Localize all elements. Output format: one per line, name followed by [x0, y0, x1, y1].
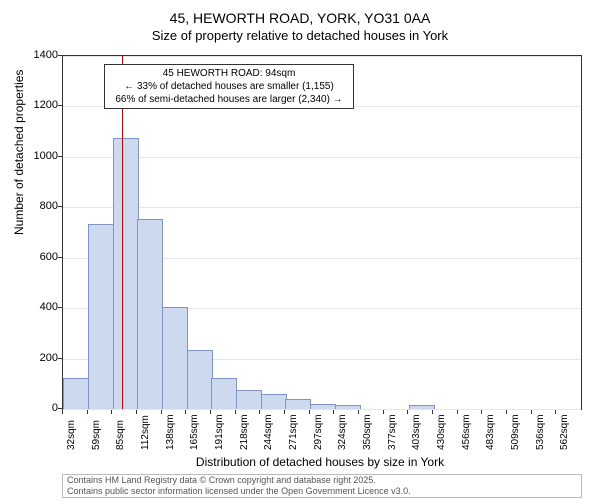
- x-tick-mark: [333, 410, 334, 414]
- chart-subtitle: Size of property relative to detached ho…: [0, 26, 600, 43]
- x-tick-mark: [555, 410, 556, 414]
- histogram-bar: [285, 399, 311, 409]
- x-tick-mark: [62, 410, 63, 414]
- x-tick-mark: [432, 410, 433, 414]
- y-tick-label: 1400: [34, 49, 58, 61]
- x-tick-label: 271sqm: [288, 414, 299, 450]
- grid-line: [63, 56, 581, 57]
- x-tick-mark: [309, 410, 310, 414]
- y-tick-mark: [58, 257, 62, 258]
- annotation-line: 66% of semi-detached houses are larger (…: [111, 93, 347, 106]
- x-tick-label: 324sqm: [337, 414, 348, 450]
- histogram-bar: [88, 224, 114, 409]
- x-tick-label: 244sqm: [263, 414, 274, 450]
- x-tick-mark: [383, 410, 384, 414]
- x-tick-mark: [506, 410, 507, 414]
- x-tick-label: 59sqm: [91, 420, 102, 450]
- y-tick-label: 600: [40, 251, 58, 263]
- chart-title: 45, HEWORTH ROAD, YORK, YO31 0AA: [0, 0, 600, 26]
- x-tick-mark: [407, 410, 408, 414]
- histogram-bar: [261, 394, 287, 409]
- y-axis-label: Number of detached properties: [12, 70, 26, 235]
- x-tick-mark: [457, 410, 458, 414]
- annotation-line: 45 HEWORTH ROAD: 94sqm: [111, 67, 347, 80]
- x-tick-label: 430sqm: [436, 414, 447, 450]
- chart-container: 45, HEWORTH ROAD, YORK, YO31 0AA Size of…: [0, 0, 600, 500]
- attribution-footer: Contains HM Land Registry data © Crown c…: [62, 474, 582, 498]
- x-tick-label: 536sqm: [535, 414, 546, 450]
- y-tick-mark: [58, 156, 62, 157]
- x-tick-mark: [136, 410, 137, 414]
- histogram-bar: [187, 350, 213, 409]
- x-tick-mark: [284, 410, 285, 414]
- y-tick-mark: [58, 307, 62, 308]
- x-tick-label: 350sqm: [362, 414, 373, 450]
- grid-line: [63, 409, 581, 410]
- x-tick-label: 112sqm: [140, 415, 151, 450]
- annotation-box: 45 HEWORTH ROAD: 94sqm← 33% of detached …: [104, 64, 354, 109]
- x-tick-label: 138sqm: [165, 414, 176, 450]
- y-tick-label: 1000: [34, 150, 58, 162]
- x-tick-mark: [531, 410, 532, 414]
- histogram-bar: [335, 405, 361, 409]
- x-tick-label: 32sqm: [66, 420, 77, 450]
- y-tick-mark: [58, 105, 62, 106]
- x-tick-mark: [185, 410, 186, 414]
- histogram-bar: [409, 405, 435, 409]
- x-tick-mark: [358, 410, 359, 414]
- x-tick-label: 218sqm: [239, 414, 250, 450]
- x-tick-mark: [210, 410, 211, 414]
- x-tick-label: 191sqm: [214, 414, 225, 450]
- x-tick-label: 483sqm: [485, 414, 496, 450]
- x-tick-mark: [481, 410, 482, 414]
- x-tick-label: 377sqm: [387, 414, 398, 450]
- x-tick-label: 403sqm: [411, 414, 422, 450]
- y-tick-mark: [58, 206, 62, 207]
- plot-area: 45 HEWORTH ROAD: 94sqm← 33% of detached …: [62, 55, 582, 410]
- grid-line: [63, 207, 581, 208]
- histogram-bar: [310, 404, 336, 409]
- x-tick-mark: [87, 410, 88, 414]
- x-tick-label: 456sqm: [461, 414, 472, 450]
- grid-line: [63, 157, 581, 158]
- x-tick-label: 509sqm: [510, 414, 521, 450]
- y-tick-label: 800: [40, 200, 58, 212]
- x-tick-label: 297sqm: [313, 414, 324, 450]
- histogram-bar: [211, 378, 237, 409]
- annotation-line: ← 33% of detached houses are smaller (1,…: [111, 80, 347, 93]
- y-tick-mark: [58, 358, 62, 359]
- x-tick-label: 562sqm: [559, 414, 570, 450]
- x-tick-mark: [161, 410, 162, 414]
- x-tick-label: 85sqm: [115, 420, 126, 450]
- x-tick-label: 165sqm: [189, 414, 200, 450]
- x-tick-mark: [259, 410, 260, 414]
- footer-line-1: Contains HM Land Registry data © Crown c…: [67, 475, 577, 486]
- histogram-bar: [113, 138, 139, 409]
- x-tick-mark: [111, 410, 112, 414]
- y-tick-mark: [58, 408, 62, 409]
- histogram-bar: [137, 219, 163, 409]
- histogram-bar: [63, 378, 89, 409]
- histogram-bar: [236, 390, 262, 409]
- y-tick-label: 200: [40, 352, 58, 364]
- y-tick-label: 1200: [34, 99, 58, 111]
- histogram-bar: [162, 307, 188, 409]
- x-axis-label: Distribution of detached houses by size …: [20, 455, 600, 469]
- footer-line-2: Contains public sector information licen…: [67, 486, 577, 497]
- x-tick-mark: [235, 410, 236, 414]
- y-tick-mark: [58, 55, 62, 56]
- y-tick-label: 400: [40, 301, 58, 313]
